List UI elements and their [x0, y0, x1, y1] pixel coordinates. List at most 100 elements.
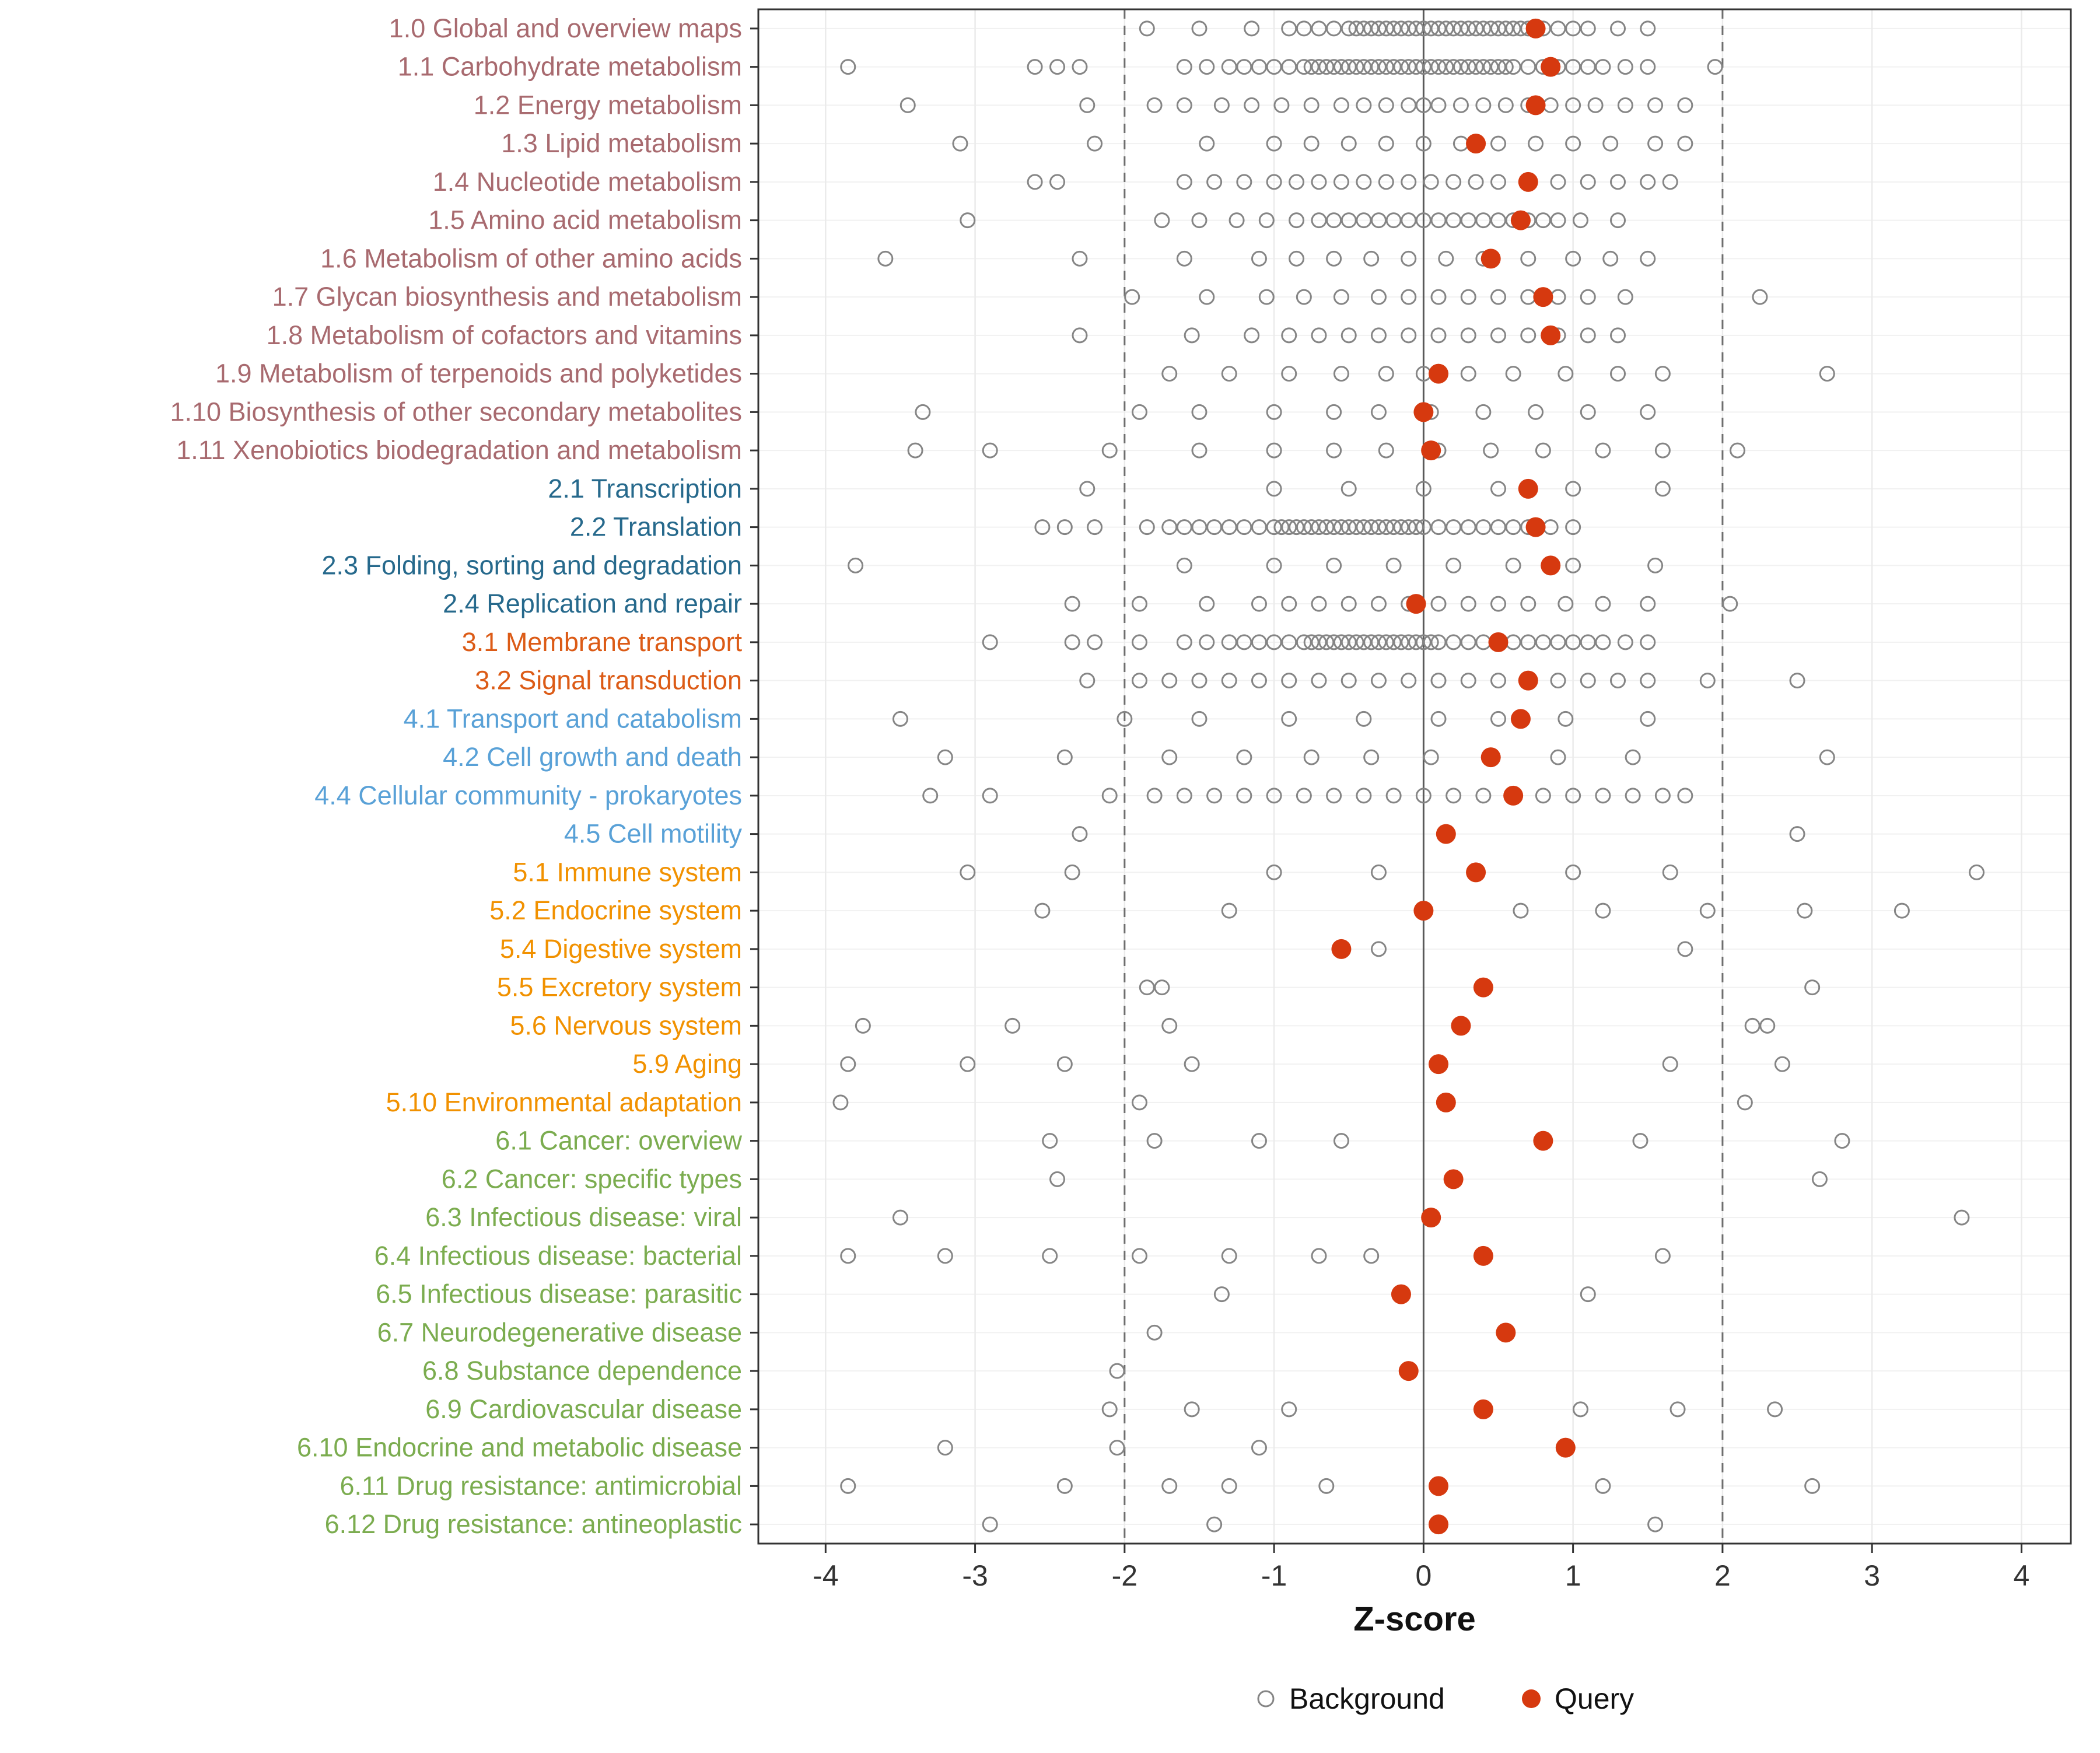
background-point — [1610, 174, 1626, 190]
background-point — [1176, 250, 1192, 267]
background-point — [1303, 59, 1320, 75]
query-point — [1473, 977, 1493, 998]
background-point — [1505, 557, 1521, 573]
background-point — [1213, 1286, 1230, 1303]
row-label: 6.10 Endocrine and metabolic disease — [297, 1433, 742, 1462]
row-label: 1.3 Lipid metabolism — [501, 128, 742, 158]
background-point — [1446, 212, 1462, 229]
background-point — [1378, 174, 1394, 190]
background-point — [1580, 404, 1596, 420]
background-point — [1393, 519, 1409, 536]
background-point — [1251, 1440, 1267, 1456]
x-tick-label: -3 — [962, 1559, 988, 1592]
legend: Background Query — [1257, 1682, 1634, 1715]
background-point — [1356, 59, 1372, 75]
background-point — [1199, 634, 1215, 650]
background-point — [1363, 634, 1380, 650]
query-point — [1413, 901, 1434, 921]
query-point — [1525, 95, 1546, 116]
background-point — [1550, 749, 1566, 765]
background-point — [1535, 788, 1551, 804]
background-point — [1468, 20, 1484, 37]
background-point — [1819, 366, 1835, 382]
background-point — [1296, 59, 1312, 75]
background-point — [1550, 174, 1566, 190]
row-label: 4.5 Cell motility — [564, 819, 743, 849]
background-point — [1475, 20, 1492, 37]
background-point — [1296, 634, 1312, 650]
background-point — [1042, 1248, 1058, 1264]
background-point — [1139, 519, 1155, 536]
background-point — [1401, 97, 1417, 113]
background-point — [1370, 212, 1387, 229]
row-label: 1.4 Nucleotide metabolism — [433, 167, 742, 197]
chart-layer: 1.0 Global and overview maps 1.1 Carbohyd… — [170, 8, 2072, 1592]
background-point — [1131, 596, 1147, 612]
background-point — [1595, 788, 1611, 804]
background-point — [1587, 97, 1604, 113]
background-point — [1333, 634, 1349, 650]
background-point — [1064, 596, 1080, 612]
background-point — [1401, 59, 1417, 75]
background-point — [1430, 673, 1447, 689]
background-point — [1475, 59, 1492, 75]
background-point — [1415, 97, 1432, 113]
x-tick-label: 4 — [2014, 1559, 2030, 1592]
background-point — [1475, 97, 1492, 113]
background-point — [1161, 749, 1178, 765]
query-point — [1541, 57, 1561, 77]
background-point — [1647, 97, 1664, 113]
background-point — [1580, 634, 1596, 650]
background-point — [1266, 864, 1282, 880]
row-label: 5.4 Digestive system — [500, 934, 742, 964]
background-point — [892, 1209, 908, 1226]
background-point — [900, 97, 916, 113]
background-point — [1363, 1248, 1380, 1264]
background-point — [1834, 1133, 1850, 1149]
background-point — [1146, 97, 1163, 113]
background-point — [1647, 135, 1664, 152]
query-point — [1510, 709, 1531, 729]
query-point — [1541, 325, 1561, 345]
row-label: 6.11 Drug resistance: antimicrobial — [340, 1471, 742, 1500]
background-point — [1289, 519, 1305, 536]
background-point — [1401, 673, 1417, 689]
background-point — [1176, 97, 1192, 113]
background-point — [1520, 250, 1536, 267]
background-point — [1438, 20, 1454, 37]
background-point — [1415, 212, 1432, 229]
background-point — [1490, 327, 1507, 344]
row-label: 2.1 Transcription — [548, 474, 742, 503]
background-point — [1475, 404, 1492, 420]
background-point — [1333, 289, 1349, 305]
row-label: 1.7 Glycan biosynthesis and metabolism — [272, 282, 742, 312]
background-point — [1318, 59, 1335, 75]
background-point — [1326, 20, 1342, 37]
background-point — [1475, 212, 1492, 229]
background-point — [1161, 366, 1178, 382]
background-point — [1176, 519, 1192, 536]
background-point — [1079, 481, 1096, 497]
background-point — [1289, 174, 1305, 190]
query-point — [1436, 824, 1456, 844]
background-point — [1617, 634, 1633, 650]
background-point — [1266, 442, 1282, 459]
background-point — [1161, 519, 1178, 536]
background-point — [1819, 749, 1835, 765]
background-point — [1430, 519, 1447, 536]
background-point — [1109, 1440, 1125, 1456]
background-point — [1340, 212, 1357, 229]
background-point — [1423, 59, 1439, 75]
row-label: 5.2 Endocrine system — [489, 895, 742, 925]
background-point — [1490, 673, 1507, 689]
background-point — [1699, 673, 1716, 689]
background-point — [1580, 174, 1596, 190]
background-point — [1087, 634, 1103, 650]
background-point — [1221, 59, 1237, 75]
background-point — [1490, 596, 1507, 612]
background-point — [1640, 20, 1656, 37]
background-point — [832, 1094, 849, 1111]
background-point — [1654, 442, 1671, 459]
background-point — [1401, 327, 1417, 344]
background-point — [1311, 1248, 1327, 1264]
